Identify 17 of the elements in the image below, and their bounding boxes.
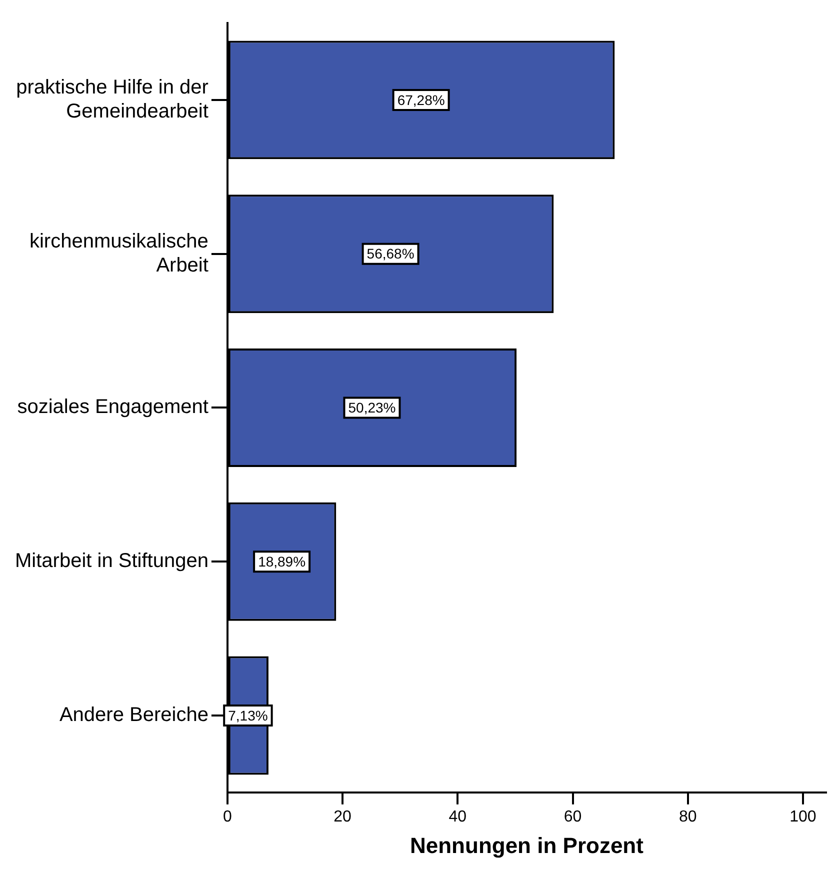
data-label: 18,89% bbox=[258, 553, 306, 570]
x-tick-label: 20 bbox=[334, 808, 352, 826]
y-tick-label: praktische Hilfe in der Gemeindearbeit bbox=[16, 76, 209, 122]
y-tick-label: Mitarbeit in Stiftungen bbox=[15, 550, 208, 572]
y-tick-label: kirchenmusikalische Arbeit bbox=[29, 230, 209, 276]
data-label: 56,68% bbox=[366, 246, 414, 262]
x-axis-title: Nennungen in Prozent bbox=[410, 832, 644, 858]
x-tick-label: 80 bbox=[678, 808, 697, 826]
x-tick-label: 0 bbox=[222, 808, 232, 826]
x-tick-label: 60 bbox=[564, 808, 582, 826]
y-tick-label: soziales Engagement bbox=[17, 396, 209, 418]
y-tick-label: Andere Bereiche bbox=[59, 704, 208, 726]
x-tick-label: 40 bbox=[448, 808, 467, 826]
data-label: 67,28% bbox=[397, 92, 445, 108]
data-label: 50,23% bbox=[348, 400, 396, 416]
data-label: 7,13% bbox=[228, 707, 268, 724]
x-tick-label: 100 bbox=[790, 808, 816, 826]
